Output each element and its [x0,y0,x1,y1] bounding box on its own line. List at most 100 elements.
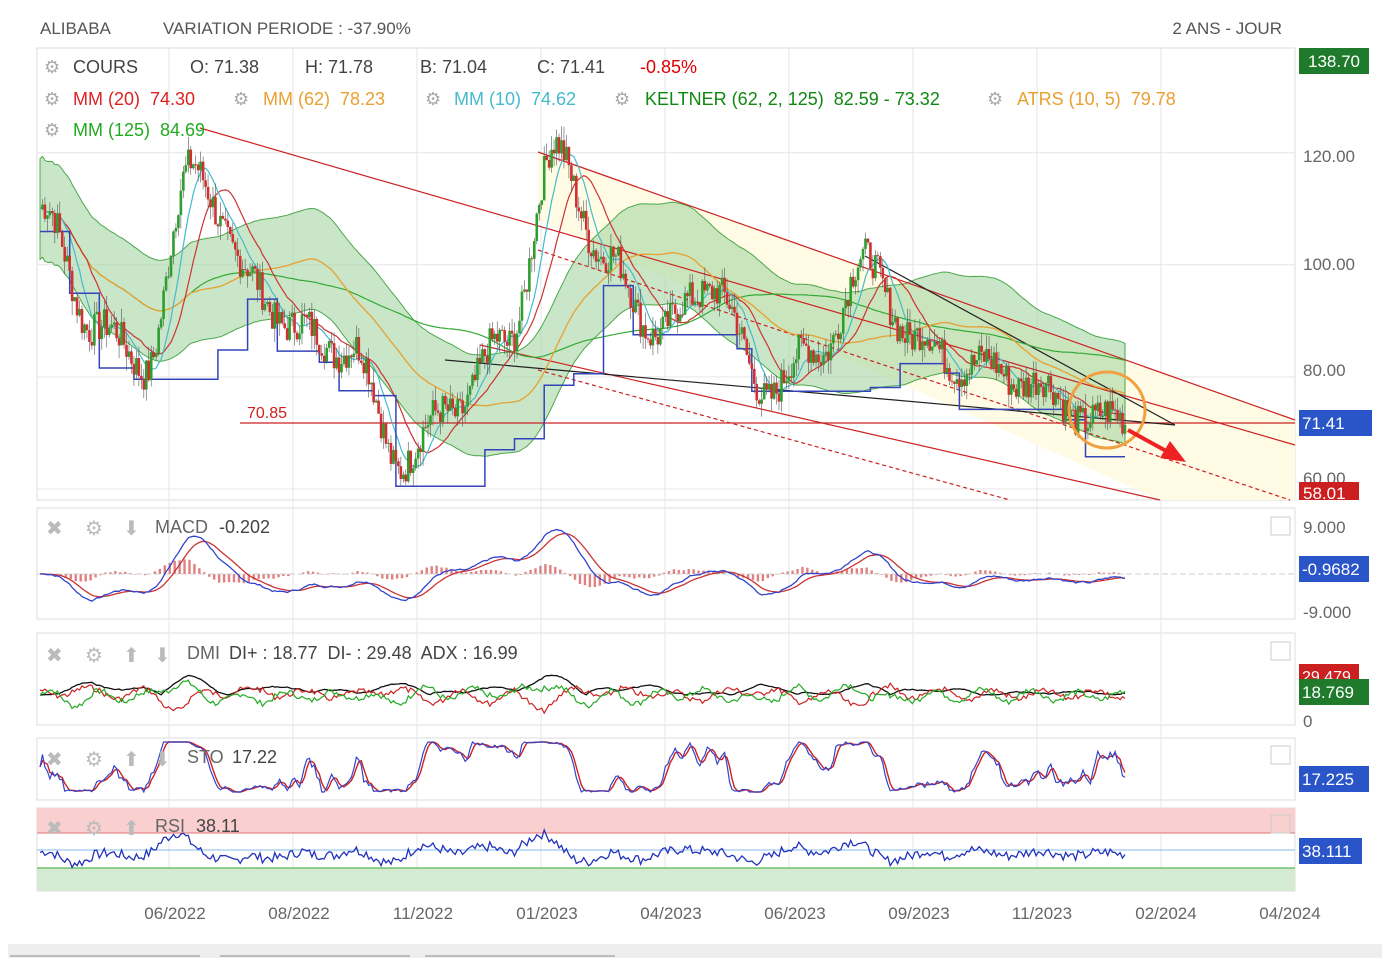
candle-body [1027,377,1030,398]
candle-body [102,309,106,328]
candlesticks [41,126,1127,487]
candle-body [945,368,949,373]
candle-body [253,266,257,269]
macd-histogram-bar [351,572,354,574]
gear-icon[interactable]: ⚙ [44,57,60,77]
candle-body [53,213,57,234]
arrow-up-icon[interactable]: ⬆ [123,645,140,667]
close-icon[interactable]: ✖ [46,818,63,840]
macd-histogram-bar [64,574,68,578]
macd-histogram-bar [153,571,157,574]
candle-body [760,399,763,404]
close-icon[interactable]: ✖ [46,749,63,771]
gear-icon[interactable]: ⚙ [614,89,630,109]
x-tick-label: 08/2022 [268,904,329,923]
macd-histogram-bar [667,571,671,574]
sto-value: 17.22 [232,747,277,767]
candle-body [377,400,380,414]
close-icon[interactable]: ✖ [46,645,63,667]
macd-histogram-bar [59,574,63,576]
panel-maximize-icon[interactable] [1270,516,1291,536]
candle-body [720,277,724,285]
candle-body [903,338,907,343]
x-tick-label: 06/2023 [764,904,825,923]
macd-histogram-bar [568,574,572,577]
arrow-up-icon[interactable]: ⬆ [123,749,140,771]
candle-body [169,255,173,277]
price-legend: ⚙ COURS O: 71.38 H: 71.78 B: 71.04 C: 71… [44,57,1176,140]
candle-body [896,317,899,342]
macd-histogram-bar [994,571,997,574]
scrollbar-track[interactable] [8,944,1382,958]
x-tick-label: 11/2023 [1012,904,1072,923]
candle-body [856,267,860,281]
candle-body [995,352,998,373]
candle-body [866,238,870,243]
macd-histogram-bar [227,574,231,583]
candle-body [399,466,403,480]
candle-body [901,326,904,339]
candle-body [132,363,136,375]
macd-histogram-bar [1068,574,1071,576]
macd-histogram-bar [647,574,651,579]
macd-histogram-bar [929,574,933,576]
macd-histogram-bar [474,571,478,574]
candle-body [1054,392,1058,405]
candle-body [51,211,54,214]
candle-body [505,341,509,346]
price-axis: 138.70 120.00 100.00 80.00 60.00 71.41 5… [1299,48,1372,503]
candle-body [1022,381,1025,397]
gear-icon[interactable]: ⚙ [44,120,60,140]
candle-body [923,341,927,346]
close-icon[interactable]: ✖ [46,518,63,540]
gear-icon[interactable]: ⚙ [44,89,60,109]
x-tick-label: 02/2024 [1135,904,1196,923]
candle-body [275,302,279,324]
panel-maximize-icon[interactable] [1270,814,1291,834]
arrow-up-icon[interactable]: ⬆ [123,818,140,840]
macd-label: MACD [155,517,208,537]
arrow-down-icon[interactable]: ⬇ [154,645,171,667]
gear-icon[interactable]: ⚙ [233,89,249,109]
candle-body [1103,401,1107,417]
candle-body [473,374,477,381]
macd-histogram-bar [603,574,606,584]
macd-histogram-bar [489,569,493,574]
candle-body [723,277,726,293]
candle-body [641,325,645,337]
candle-body [105,309,109,335]
candle-body [261,272,264,310]
candle-body [1076,405,1080,435]
gear-icon[interactable]: ⚙ [85,518,103,540]
macd-histogram-bar [771,574,774,577]
panel-maximize-icon[interactable] [1270,745,1291,765]
tick-120: 120.00 [1303,147,1355,166]
gear-icon[interactable]: ⚙ [85,818,103,840]
candle-body [342,355,346,365]
candle-body [876,255,880,257]
macd-histogram-bar [361,572,364,574]
arrow-down-icon[interactable]: ⬇ [123,518,140,540]
candle-body [140,375,143,379]
macd-histogram-bar [208,574,211,577]
arrow-down-icon[interactable]: ⬇ [154,749,171,771]
candle-body [992,352,996,368]
candle-body [794,359,798,364]
macd-histogram-bar [1023,574,1027,576]
candle-body [683,293,687,315]
panel-maximize-icon[interactable] [1270,641,1291,661]
candle-body [453,407,457,417]
macd-histogram-bar [608,574,611,583]
candle-body [1024,377,1028,397]
gear-icon[interactable]: ⚙ [425,89,441,109]
candle-body [273,302,277,329]
macd-histogram-bar [643,574,646,579]
candle-body [861,248,865,260]
candle-body [493,333,497,340]
gear-icon[interactable]: ⚙ [987,89,1003,109]
gear-icon[interactable]: ⚙ [85,645,103,667]
candle-body [194,164,198,166]
rsi-value: 38.11 [196,816,240,836]
sto-panel: ✖ ⚙ ⬆ ⬇ STO 17.22 17.225 [39,741,1369,794]
gear-icon[interactable]: ⚙ [85,749,103,771]
